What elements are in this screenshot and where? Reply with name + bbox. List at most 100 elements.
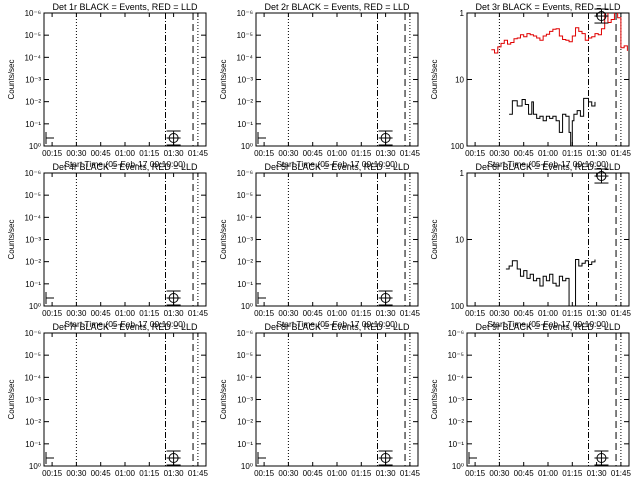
x-tick-label: 01:45	[188, 309, 209, 318]
x-tick-label: 00:45	[514, 149, 535, 158]
x-tick-label: 01:45	[400, 149, 421, 158]
chart-title: Det 1r BLACK = Events, RED = LLD	[52, 2, 198, 12]
x-tick-label: 00:15	[254, 149, 275, 158]
y-tick-label: 10⁻³	[237, 236, 253, 245]
x-tick-label: 00:15	[42, 149, 63, 158]
x-tick-label: 00:30	[66, 309, 87, 318]
chart-title: Det 9r BLACK = Events, RED = LLD	[475, 322, 621, 332]
y-tick-label: 10⁻²	[237, 258, 253, 267]
x-tick-label: 01:30	[376, 309, 397, 318]
x-tick-label: 00:30	[278, 469, 299, 478]
y-tick-label: 10⁻⁶	[237, 169, 253, 178]
x-tick-label: 00:30	[66, 469, 87, 478]
y-tick-label: 10⁻³	[25, 396, 41, 405]
x-tick-label: 01:45	[400, 309, 421, 318]
y-tick-label: 10⁻²	[237, 418, 253, 427]
x-tick-label: 01:30	[376, 149, 397, 158]
x-tick-label: 01:00	[115, 149, 136, 158]
x-tick-label: 00:45	[303, 149, 324, 158]
plot-frame	[466, 332, 630, 467]
y-tick-label: 10⁻⁶	[237, 9, 253, 18]
x-tick-label: 01:00	[538, 309, 559, 318]
x-tick-label: 01:15	[139, 469, 160, 478]
x-tick-label: 00:15	[254, 309, 275, 318]
y-tick-label: 10⁻¹	[25, 120, 41, 129]
x-axis-label: Start Time (05-Feb-17 00:10:00)	[487, 159, 609, 169]
y-tick-label: 10⁻¹	[25, 280, 41, 289]
x-tick-label: 01:45	[188, 469, 209, 478]
plot-frame	[43, 12, 207, 147]
x-tick-label: 01:30	[376, 469, 397, 478]
x-axis-label: Start Time (05-Feb-17 00:10:00)	[276, 319, 398, 329]
y-tick-label: 10⁻⁵	[448, 351, 464, 360]
y-tick-label: 100	[451, 302, 465, 311]
y-tick-label: 10⁻⁴	[24, 213, 41, 222]
series-line-2	[491, 13, 628, 54]
y-tick-label: 10⁻⁴	[24, 53, 41, 62]
y-tick-label: 10⁻⁴	[24, 373, 41, 382]
y-tick-label: 10⁻⁵	[25, 31, 41, 40]
panel-5: Det 5r BLACK = Events, RED = LLD Start Ti…	[219, 162, 420, 329]
series-line-1	[509, 97, 596, 146]
y-axis-label: Counts/sec	[219, 59, 228, 99]
x-tick-label: 01:15	[351, 469, 372, 478]
plot-frame	[43, 172, 207, 307]
x-tick-label: 00:45	[303, 309, 324, 318]
chart-title: Det 5r BLACK = Events, RED = LLD	[264, 162, 410, 172]
panel-2: Det 2r BLACK = Events, RED = LLD Start Ti…	[219, 2, 420, 169]
y-tick-label: 10⁻⁵	[25, 191, 41, 200]
y-axis-label: Counts/sec	[430, 379, 439, 419]
y-tick-label: 10⁰	[29, 302, 41, 311]
x-tick-label: 00:30	[66, 149, 87, 158]
x-tick-label: 00:45	[514, 469, 535, 478]
x-tick-label: 01:30	[164, 309, 185, 318]
y-tick-label: 10⁻¹	[25, 440, 41, 449]
x-tick-label: 01:00	[327, 309, 348, 318]
y-tick-label: 10⁻⁶	[448, 329, 464, 338]
x-tick-label: 01:15	[351, 149, 372, 158]
y-tick-label: 10⁻⁶	[25, 169, 41, 178]
y-axis-label: Counts/sec	[219, 379, 228, 419]
y-tick-label: 10⁻⁵	[237, 31, 253, 40]
y-tick-label: 10⁻³	[237, 76, 253, 85]
y-axis-label: Counts/sec	[430, 219, 439, 259]
y-tick-label: 10⁻²	[237, 98, 253, 107]
y-tick-label: 10⁻⁵	[25, 351, 41, 360]
y-tick-label: 10⁰	[241, 142, 253, 151]
y-axis-label: Counts/sec	[7, 379, 16, 419]
x-tick-label: 01:00	[327, 149, 348, 158]
x-tick-label: 01:30	[587, 309, 608, 318]
y-tick-label: 10⁻³	[237, 396, 253, 405]
y-tick-label: 10⁻⁵	[237, 351, 253, 360]
x-tick-label: 01:00	[538, 469, 559, 478]
x-tick-label: 01:45	[611, 469, 632, 478]
x-axis-label: Start Time (05-Feb-17 00:10:00)	[64, 159, 186, 169]
x-tick-label: 00:30	[278, 149, 299, 158]
y-axis-label: Counts/sec	[219, 219, 228, 259]
x-tick-label: 00:45	[303, 469, 324, 478]
y-tick-label: 10⁻²	[25, 98, 41, 107]
x-tick-label: 01:00	[115, 309, 136, 318]
y-tick-label: 10⁻⁴	[236, 373, 253, 382]
x-tick-label: 01:15	[139, 309, 160, 318]
y-tick-label: 10⁰	[452, 462, 464, 471]
y-tick-label: 10⁻²	[448, 418, 464, 427]
y-tick-label: 10⁻⁶	[25, 9, 41, 18]
x-tick-label: 00:15	[254, 469, 275, 478]
y-tick-label: 10⁻¹	[237, 440, 253, 449]
x-tick-label: 01:00	[115, 469, 136, 478]
plot-frame	[466, 12, 630, 147]
y-axis-label: Counts/sec	[7, 219, 16, 259]
x-axis-label: Start Time (05-Feb-17 00:10:00)	[64, 319, 186, 329]
y-axis-label: Counts/sec	[7, 59, 16, 99]
x-tick-label: 00:15	[42, 469, 63, 478]
plot-frame	[255, 332, 419, 467]
x-tick-label: 01:15	[351, 309, 372, 318]
chart-title: Det 7r BLACK = Events, RED = LLD	[52, 322, 198, 332]
